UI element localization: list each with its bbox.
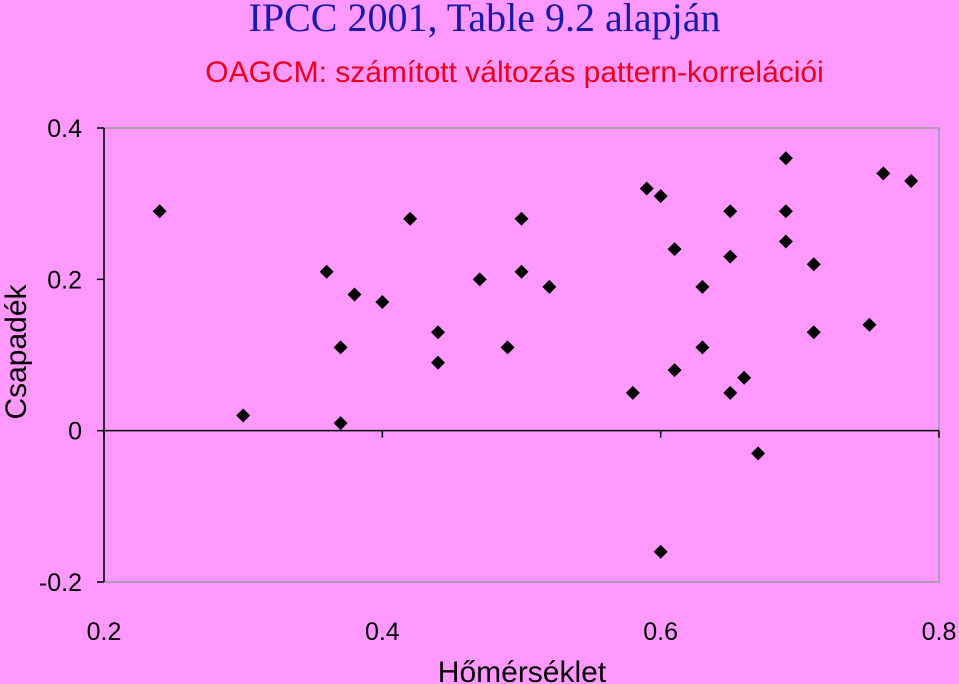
data-point — [751, 446, 766, 461]
data-point — [472, 272, 487, 287]
data-point — [723, 385, 738, 400]
data-point — [862, 317, 877, 332]
data-point — [653, 189, 668, 204]
data-point — [431, 325, 445, 340]
x-tick-label: 0.6 — [643, 618, 678, 646]
data-point — [876, 166, 891, 181]
data-point — [403, 211, 418, 226]
data-point — [639, 181, 654, 196]
data-point — [723, 204, 738, 219]
data-point — [695, 279, 710, 294]
data-point — [806, 257, 821, 272]
plot-area — [103, 127, 940, 583]
data-point — [667, 242, 682, 257]
data-point — [723, 249, 738, 264]
data-point — [667, 363, 682, 378]
x-tick-label: 0.2 — [87, 618, 122, 646]
data-point — [625, 385, 640, 400]
data-point — [514, 264, 529, 279]
data-point — [806, 325, 821, 340]
data-point — [542, 279, 557, 294]
data-point — [778, 234, 793, 249]
y-tick-label: 0.4 — [47, 115, 82, 143]
data-point — [152, 204, 167, 219]
data-point — [653, 544, 668, 559]
data-point — [333, 340, 348, 355]
data-point — [319, 264, 334, 279]
x-tick-label: 0.8 — [922, 618, 957, 646]
data-point — [236, 408, 251, 423]
data-point — [514, 211, 529, 226]
chart-subtitle: OAGCM: számított változás pattern-korrel… — [205, 56, 824, 89]
data-point — [695, 340, 710, 355]
data-point — [778, 204, 793, 219]
data-point — [778, 151, 793, 166]
data-point — [375, 295, 390, 310]
data-point — [904, 173, 919, 188]
y-tick-label: 0 — [68, 418, 82, 446]
data-point — [737, 370, 752, 385]
data-point — [347, 287, 362, 302]
data-point — [431, 355, 445, 370]
data-point — [500, 340, 515, 355]
x-tick-label: 0.4 — [365, 618, 400, 646]
x-axis-title: Hőmérséklet — [438, 656, 607, 684]
chart-title: IPCC 2001, Table 9.2 alapján — [248, 0, 721, 40]
y-axis-title: Csapadék — [0, 283, 33, 419]
data-point — [333, 416, 348, 431]
y-tick-label: -0.2 — [39, 569, 82, 597]
y-tick-label: 0.2 — [47, 266, 82, 294]
